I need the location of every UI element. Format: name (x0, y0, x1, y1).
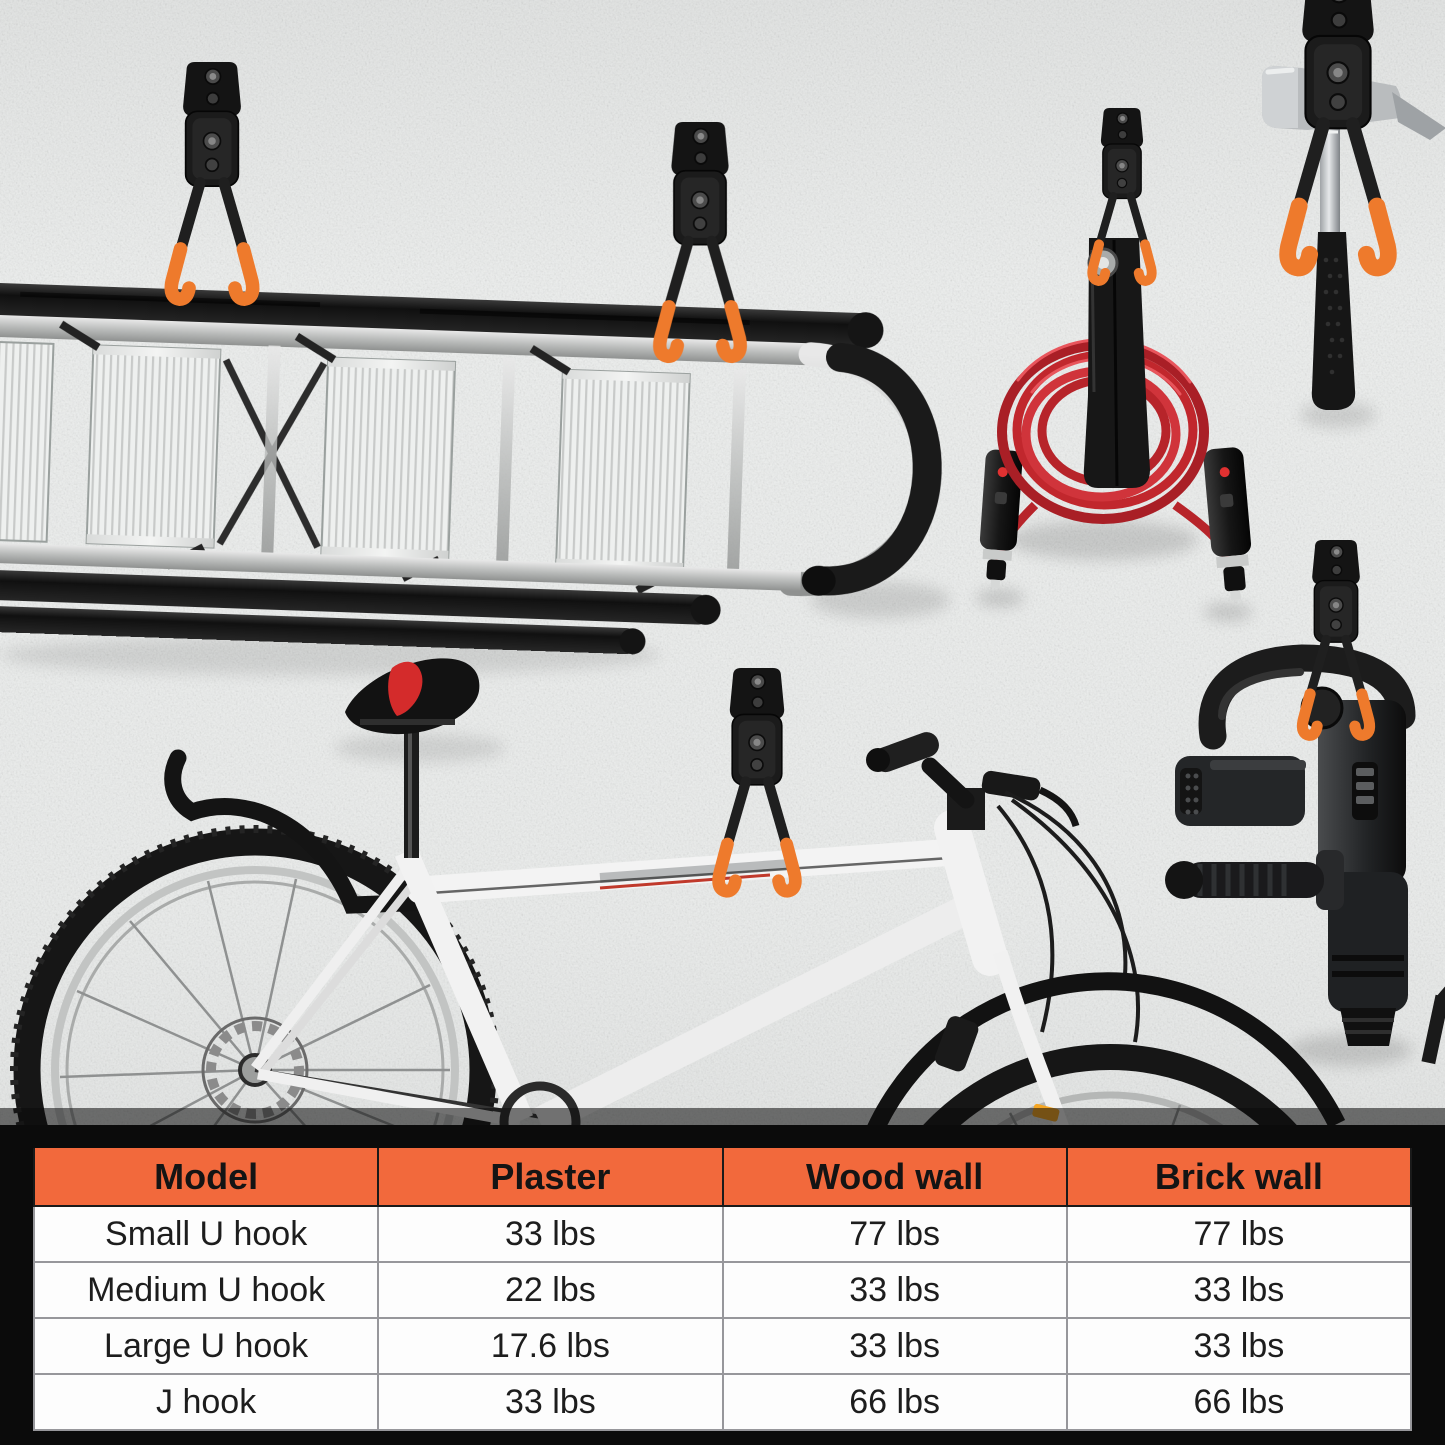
cell-plaster: 22 lbs (377, 1261, 724, 1319)
capacity-table: Model Plaster Wood wall Brick wall Small… (32, 1148, 1413, 1431)
cell-plaster: 17.6 lbs (377, 1317, 724, 1375)
frame (251, 810, 1008, 1125)
rear-fender (164, 749, 439, 914)
cell-model: Small U hook (32, 1205, 380, 1263)
cell-model: Large U hook (32, 1317, 380, 1375)
cell-brick: 77 lbs (1065, 1205, 1413, 1263)
product-photo (0, 0, 1445, 1125)
rotary-hammer-drill (1165, 644, 1445, 1065)
cell-wood: 77 lbs (721, 1205, 1068, 1263)
table-row-j-hook: J hook 33 lbs 66 lbs 66 lbs (32, 1373, 1413, 1431)
col-header-plaster: Plaster (377, 1148, 724, 1207)
extension-cord (979, 238, 1252, 601)
step-ladder (0, 282, 942, 655)
cell-plaster: 33 lbs (377, 1373, 724, 1431)
handlebar (866, 732, 1140, 1043)
col-header-model: Model (32, 1148, 380, 1207)
cell-model: Medium U hook (32, 1261, 380, 1319)
cell-wood: 66 lbs (721, 1373, 1068, 1431)
table-row-small-u-hook: Small U hook 33 lbs 77 lbs 77 lbs (32, 1205, 1413, 1263)
table-row-medium-u-hook: Medium U hook 22 lbs 33 lbs 33 lbs (32, 1261, 1413, 1319)
cell-brick: 66 lbs (1065, 1373, 1413, 1431)
saddle (345, 658, 480, 858)
spec-panel: Model Plaster Wood wall Brick wall Small… (0, 1125, 1445, 1445)
cell-wood: 33 lbs (721, 1261, 1068, 1319)
header-row: Model Plaster Wood wall Brick wall (32, 1148, 1413, 1207)
cell-plaster: 33 lbs (377, 1205, 724, 1263)
cell-brick: 33 lbs (1065, 1261, 1413, 1319)
col-header-brick-wall: Brick wall (1065, 1148, 1413, 1207)
plug-right (1203, 447, 1252, 601)
table-row-large-u-hook: Large U hook 17.6 lbs 33 lbs 33 lbs (32, 1317, 1413, 1375)
cell-brick: 33 lbs (1065, 1317, 1413, 1375)
drill-side-handle (1165, 850, 1445, 1065)
col-header-wood-wall: Wood wall (721, 1148, 1068, 1207)
cell-wood: 33 lbs (721, 1317, 1068, 1375)
shadows (0, 402, 1412, 1066)
cell-model: J hook (32, 1373, 380, 1431)
